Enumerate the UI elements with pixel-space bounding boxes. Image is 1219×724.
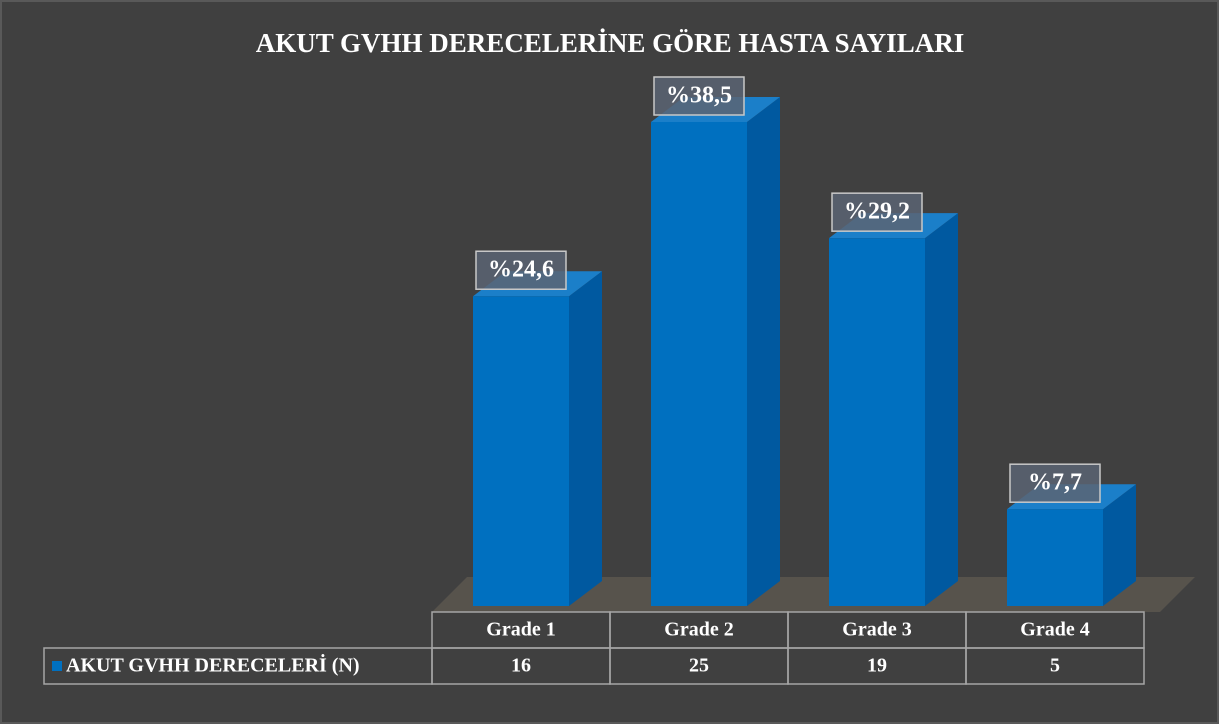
data-label-box <box>1009 463 1101 503</box>
bar-side <box>925 213 958 606</box>
x-tick-label: Grade 2 <box>664 619 733 641</box>
bar <box>473 296 569 606</box>
data-label: %29,2 <box>844 199 910 225</box>
data-label: %7,7 <box>1028 470 1082 496</box>
bar-side <box>747 97 780 606</box>
floor <box>432 577 1195 612</box>
legend-label: AKUT GVHH DERECELERİ (N) <box>66 653 360 677</box>
bar-side <box>1103 484 1136 606</box>
bar <box>651 122 747 606</box>
bar-side <box>569 271 602 606</box>
table-value: 16 <box>511 655 531 677</box>
data-label-box <box>831 192 923 232</box>
bar <box>1007 509 1103 606</box>
table-cell <box>43 647 433 685</box>
bar <box>829 238 925 606</box>
data-label: %24,6 <box>488 257 554 283</box>
data-label-box <box>475 250 567 290</box>
x-tick-label: Grade 4 <box>1020 619 1089 641</box>
x-tick-label: Grade 3 <box>842 619 911 641</box>
table-value: 25 <box>689 655 709 677</box>
data-label-box <box>653 76 745 116</box>
table-cell <box>965 647 1145 685</box>
data-label: %38,5 <box>666 83 732 109</box>
x-tick-label: Grade 1 <box>486 619 555 641</box>
legend-swatch <box>52 661 62 671</box>
chart-title: AKUT GVHH DERECELERİNE GÖRE HASTA SAYILA… <box>256 28 964 58</box>
table-value: 19 <box>867 655 887 677</box>
table-value: 5 <box>1050 655 1060 677</box>
